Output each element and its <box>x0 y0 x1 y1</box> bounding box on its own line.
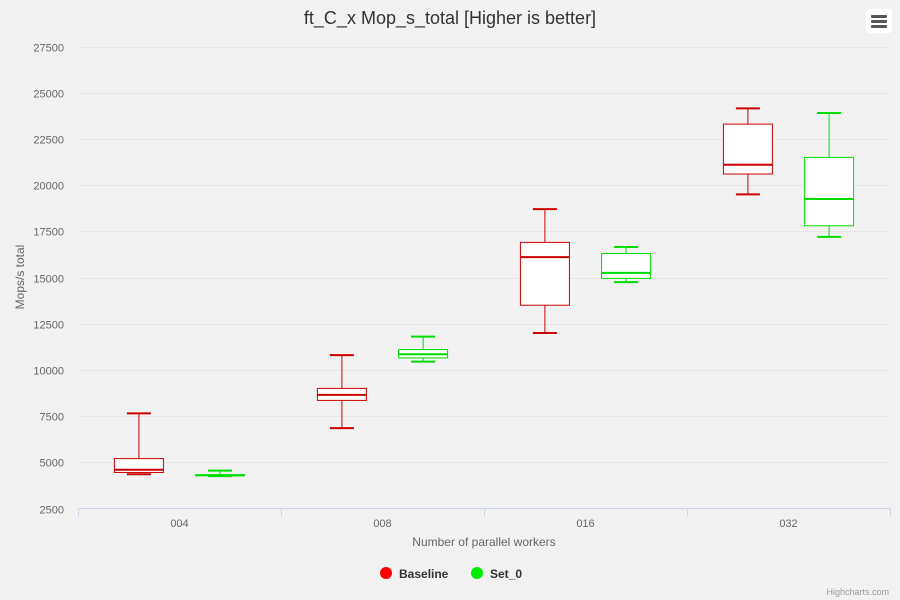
box-set_0-016 <box>601 246 652 284</box>
x-tick-label: 032 <box>779 518 797 530</box>
legend-item-baseline[interactable]: Baseline <box>380 567 449 581</box>
y-tick-label: 25000 <box>33 89 64 101</box>
chart-title: ft_C_x Mop_s_total [Higher is better] <box>304 8 596 29</box>
legend-marker <box>380 567 392 579</box>
legend-label: Set_0 <box>490 567 522 581</box>
y-tick-label: 27500 <box>33 43 64 55</box>
hamburger-menu-icon <box>871 15 887 18</box>
box-body <box>601 252 652 279</box>
chart-menu-button[interactable] <box>866 9 892 33</box>
legend-label: Baseline <box>399 567 449 581</box>
y-axis-title: Mops/s total <box>13 245 27 310</box>
y-tick-label: 7500 <box>40 412 64 424</box>
hamburger-menu-icon-bar <box>871 25 887 28</box>
plot-area <box>113 107 855 478</box>
box-baseline-032 <box>722 107 773 196</box>
y-axis-tick-labels: 2500 5000 7500 10000 12500 15000 17500 20000 225… <box>33 43 64 517</box>
box-baseline-016 <box>519 208 570 334</box>
box-set_0-008 <box>398 335 449 363</box>
grid-lines <box>78 47 890 463</box>
x-tick-label: 004 <box>170 518 188 530</box>
box-baseline-004 <box>113 412 164 476</box>
y-tick-label: 2500 <box>40 505 64 517</box>
y-tick-label: 12500 <box>33 320 64 332</box>
x-axis-ticks: 004 008 016 032 <box>78 508 891 530</box>
x-tick-label: 016 <box>576 518 594 530</box>
legend-item-set_0[interactable]: Set_0 <box>471 567 522 581</box>
y-tick-label: 15000 <box>33 274 64 286</box>
x-axis-title: Number of parallel workers <box>412 535 555 549</box>
x-tick-label: 008 <box>373 518 391 530</box>
hamburger-menu-icon-bar <box>871 20 887 23</box>
legend: Baseline Set_0 <box>380 567 522 581</box>
box-body <box>804 156 855 227</box>
box-body <box>722 123 773 175</box>
box-set_0-032 <box>804 112 855 238</box>
y-tick-label: 17500 <box>33 227 64 239</box>
y-tick-label: 5000 <box>40 458 64 470</box>
legend-marker <box>471 567 483 579</box>
y-tick-label: 10000 <box>33 366 64 378</box>
box-set_0-004 <box>195 469 246 478</box>
y-tick-label: 20000 <box>33 181 64 193</box>
box-baseline-008 <box>316 354 367 430</box>
y-tick-label: 22500 <box>33 135 64 147</box>
box-body <box>519 241 570 306</box>
credits-link[interactable]: Highcharts.com <box>826 587 889 597</box>
